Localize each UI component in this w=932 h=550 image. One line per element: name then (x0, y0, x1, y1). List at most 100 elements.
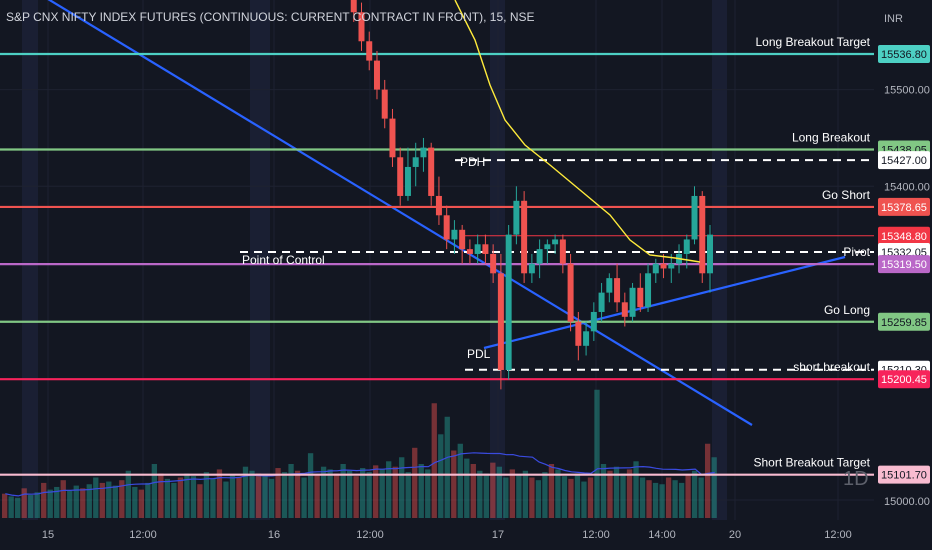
volume-bar (34, 492, 40, 518)
volume-bar (607, 470, 613, 518)
candle-body (528, 263, 535, 274)
x-tick-label: 15 (42, 529, 54, 541)
candle-body (521, 200, 528, 274)
candle-body (552, 239, 559, 245)
volume-bar (451, 450, 457, 518)
volume-bar (399, 457, 405, 518)
candle-body (606, 278, 613, 293)
volume-bar (2, 493, 8, 518)
candle-body (420, 147, 427, 158)
candle-body (466, 249, 473, 254)
volume-bar (678, 482, 685, 518)
volume-bar (581, 481, 587, 518)
price-badge-text: 15378.65 (881, 202, 927, 214)
volume-bar (281, 472, 288, 518)
volume-ma-line (5, 452, 715, 497)
price-badge-text: 15101.70 (881, 470, 927, 482)
candle-body (683, 239, 690, 254)
level-long-breakout-target-label: Long Breakout Target (755, 35, 870, 49)
volume-bar (477, 470, 483, 518)
volume-bar (379, 469, 385, 518)
candle-body (435, 195, 442, 216)
volume-bar (164, 478, 171, 518)
candle-body (645, 273, 652, 308)
candle-body (598, 292, 605, 312)
volume-bar (646, 480, 652, 518)
volume-bar (711, 457, 717, 518)
candle-body (366, 41, 373, 61)
level-pivot-label: Pivot (843, 245, 870, 259)
volume-bar (151, 464, 158, 518)
downtrend-line[interactable] (0, 0, 753, 426)
volume-bar (503, 477, 509, 518)
candle-body (389, 118, 396, 158)
volume-bar (41, 482, 47, 518)
candle-body (381, 89, 388, 119)
candle-body (412, 157, 419, 167)
volume-bar (21, 488, 27, 518)
volume-bar (28, 495, 34, 518)
candle-body (451, 229, 458, 240)
volume-bar (373, 465, 379, 518)
volume-bar (366, 472, 372, 518)
uptrend-line[interactable] (483, 255, 846, 350)
candle-body (443, 215, 450, 240)
price-badge-text: 15319.50 (881, 259, 927, 271)
candle-body (699, 195, 706, 274)
volume-bar (685, 474, 691, 518)
currency-label: INR (884, 13, 903, 25)
price-badge (878, 255, 930, 274)
volume-bar (386, 461, 392, 518)
price-badge (878, 197, 930, 216)
volume-bar (132, 486, 138, 518)
volume-bar (516, 474, 522, 518)
volume-bar (73, 485, 79, 518)
candle-body (536, 249, 543, 264)
volume-bar (125, 470, 131, 518)
volume-bar (138, 489, 144, 518)
candle-body (428, 147, 435, 196)
volume-bar (457, 443, 463, 518)
volume-bar (639, 477, 646, 518)
volume-bar (620, 473, 626, 518)
volume-bar (529, 477, 535, 518)
volume-bar (216, 469, 223, 518)
volume-bar (346, 470, 353, 518)
volume-bar (242, 466, 249, 518)
candle-body (629, 287, 636, 317)
volume-bar (431, 403, 437, 518)
volume-bar (333, 473, 340, 518)
volume-bar (600, 464, 607, 518)
x-tick-label: 12:00 (582, 529, 610, 541)
volume-bar (613, 466, 620, 518)
volume-bar (704, 443, 711, 518)
level-short-breakout-target-label: Short Breakout Target (753, 456, 870, 470)
price-badge (878, 312, 930, 331)
volume-bar (229, 474, 236, 518)
timeframe-watermark: 1D (843, 468, 869, 490)
volume-bar (86, 484, 92, 518)
candle-body (373, 60, 380, 90)
volume-bar (659, 484, 665, 518)
volume-bar (522, 470, 529, 518)
volume-bar (665, 477, 672, 518)
volume-bar (392, 466, 398, 518)
price-badge-text: 15259.85 (881, 317, 927, 329)
candle-body (497, 273, 504, 370)
price-badge (878, 151, 930, 170)
volume-bar (418, 464, 424, 518)
moving-average-line (454, 0, 701, 263)
volume-bar (438, 434, 444, 518)
volume-bar (268, 478, 275, 518)
volume-bar (555, 469, 561, 518)
volume-bar (470, 464, 476, 518)
volume-bar (80, 488, 86, 518)
candle-body (404, 166, 411, 196)
volume-bar (112, 485, 118, 518)
volume-bar (464, 458, 470, 518)
volume-bar (652, 482, 659, 518)
x-tick-label: 20 (729, 529, 741, 541)
y-tick-label: 15500.00 (884, 85, 930, 97)
candle-body (544, 244, 551, 250)
